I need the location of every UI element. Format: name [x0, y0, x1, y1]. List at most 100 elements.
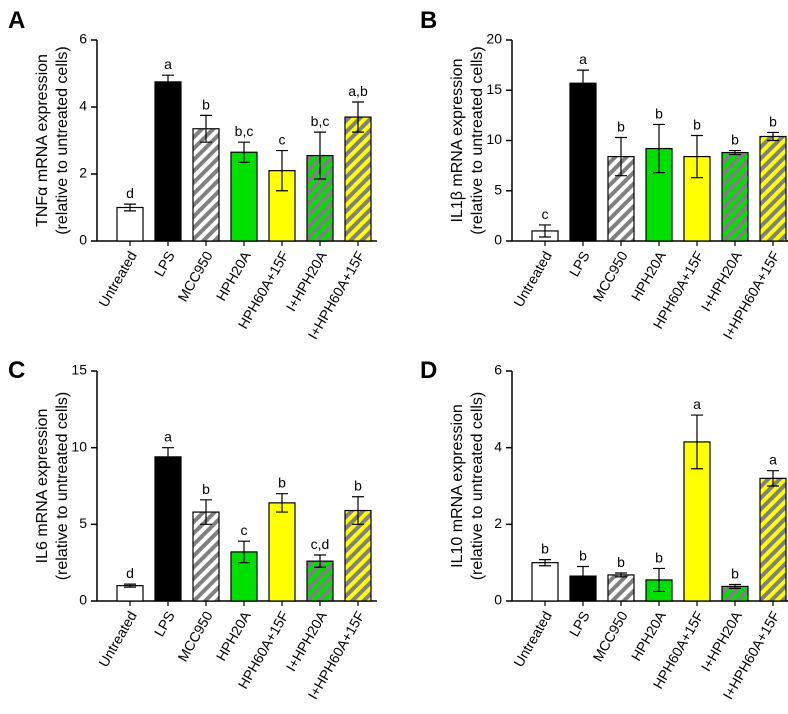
significance-label: b — [617, 118, 625, 134]
y-tick-label: 2 — [494, 515, 502, 531]
y-tick-label: 15 — [486, 81, 502, 97]
significance-label: b — [769, 113, 777, 129]
significance-label: d — [126, 565, 134, 581]
significance-label: b — [354, 478, 362, 494]
error-bar — [200, 114, 212, 143]
y-tick-label: 6 — [494, 362, 502, 378]
significance-label: b — [579, 548, 587, 564]
significance-label: b — [655, 549, 663, 565]
significance-label: a — [693, 396, 701, 412]
bar — [607, 574, 635, 602]
error-bar — [729, 583, 741, 589]
y-axis-label: IL6 mRNA expression — [34, 409, 51, 564]
y-tick-label: 4 — [79, 98, 87, 114]
panel-label: B — [420, 7, 437, 34]
bar — [344, 509, 372, 602]
significance-label: c — [542, 206, 549, 222]
bar — [154, 81, 182, 242]
error-bar — [653, 123, 665, 174]
error-bar — [729, 149, 741, 156]
x-tick-label: Untreated — [95, 608, 140, 669]
error-bar — [767, 131, 779, 142]
error-bar — [124, 583, 136, 588]
significance-label: c — [279, 132, 286, 148]
bar — [116, 206, 144, 242]
bar — [116, 585, 144, 602]
bar — [344, 116, 372, 242]
x-tick-label: HPH20A — [628, 248, 669, 304]
significance-label: b — [541, 541, 549, 557]
y-axis-label: IL1β mRNA expression — [449, 59, 466, 223]
x-tick-label: HPH20A — [628, 608, 669, 664]
y-tick-label: 5 — [494, 181, 502, 197]
y-axis-label: (relative to untreated cells) — [54, 46, 71, 235]
significance-label: d — [126, 185, 134, 201]
significance-label: b — [731, 566, 739, 582]
x-tick-label: MCC950 — [589, 248, 631, 304]
x-tick-label: Untreated — [510, 248, 555, 309]
significance-label: b — [693, 116, 701, 132]
bar — [154, 456, 182, 602]
x-tick-label: LPS — [566, 608, 593, 639]
error-bar — [615, 572, 627, 578]
error-bar — [539, 559, 551, 567]
bar — [192, 511, 220, 602]
bar — [230, 151, 258, 242]
significance-label: b — [655, 105, 663, 121]
error-bar — [691, 414, 703, 470]
significance-label: b — [202, 96, 210, 112]
x-tick-label: LPS — [151, 248, 178, 279]
bar — [531, 562, 559, 602]
error-bar — [577, 69, 589, 97]
y-axis-label: IL10 mRNA expression — [449, 404, 466, 568]
significance-label: a — [579, 51, 587, 67]
y-tick-label: 15 — [71, 362, 87, 378]
x-tick-label: HPH20A — [213, 248, 254, 304]
bar — [759, 477, 787, 602]
significance-label: c,d — [311, 536, 330, 552]
panel-label: A — [8, 7, 25, 34]
error-bar — [539, 224, 551, 238]
y-tick-label: 0 — [79, 592, 87, 608]
error-bar — [653, 567, 665, 593]
error-bar — [276, 149, 288, 192]
error-bar — [276, 493, 288, 513]
significance-label: a,b — [348, 83, 368, 99]
x-tick-label: Untreated — [95, 248, 140, 309]
x-tick-label: HPH20A — [213, 608, 254, 664]
error-bar — [577, 565, 589, 587]
y-axis-label: (relative to untreated cells) — [469, 392, 486, 581]
error-bar — [352, 496, 364, 525]
y-tick-label: 10 — [486, 131, 502, 147]
error-bar — [767, 470, 779, 487]
bar — [759, 135, 787, 242]
error-bar — [162, 74, 174, 90]
y-tick-label: 4 — [494, 438, 502, 454]
error-bar — [238, 141, 250, 163]
significance-label: a — [164, 56, 172, 72]
panel-label: C — [8, 357, 25, 384]
y-tick-label: 0 — [494, 592, 502, 608]
significance-label: c — [241, 522, 248, 538]
significance-label: b — [202, 481, 210, 497]
x-tick-label: LPS — [151, 608, 178, 639]
error-bar — [162, 447, 174, 467]
x-tick-label: MCC950 — [174, 608, 216, 664]
significance-label: b — [278, 475, 286, 491]
panel-label: D — [420, 357, 437, 384]
y-tick-label: 20 — [486, 31, 502, 47]
y-tick-label: 2 — [79, 165, 87, 181]
x-tick-label: Untreated — [510, 608, 555, 669]
x-tick-label: MCC950 — [589, 608, 631, 664]
significance-label: b,c — [235, 123, 254, 139]
bar — [192, 128, 220, 242]
significance-label: a — [164, 429, 172, 445]
y-tick-label: 0 — [494, 232, 502, 248]
x-tick-label: MCC950 — [174, 248, 216, 304]
y-tick-label: 6 — [79, 31, 87, 47]
y-axis-label: TNFα mRNA expression — [34, 54, 51, 227]
bar — [569, 82, 597, 242]
significance-label: b — [617, 554, 625, 570]
